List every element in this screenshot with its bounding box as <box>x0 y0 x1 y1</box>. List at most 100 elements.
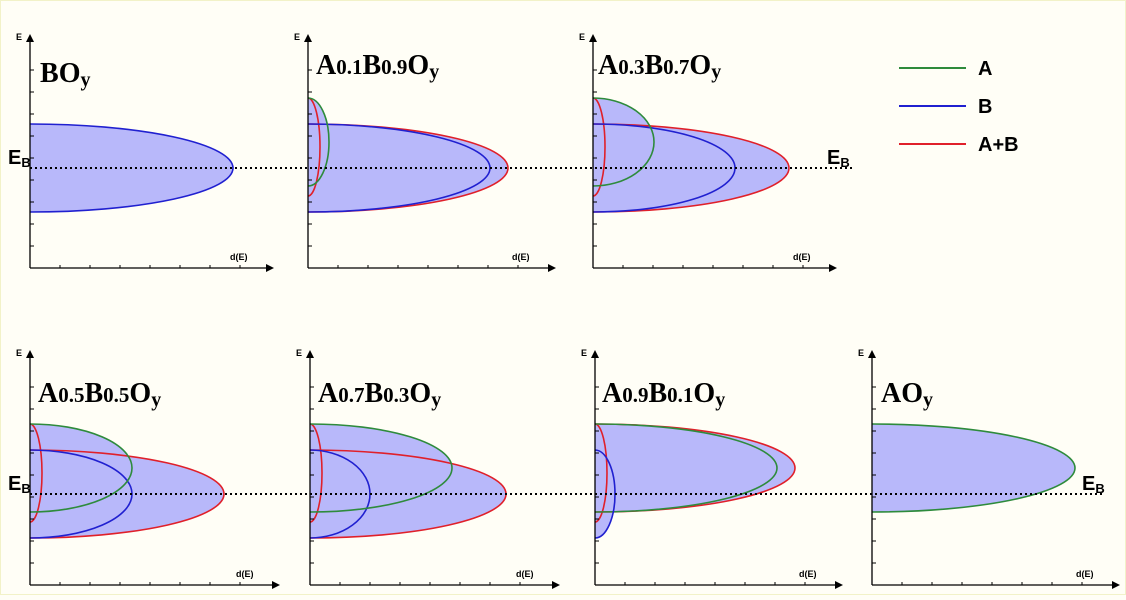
curve-a-plus-b <box>307 123 509 213</box>
dos-fill-region <box>30 424 132 512</box>
panel-5: Ed(E) A0.7B0.3Oy <box>296 348 560 589</box>
x-ticks <box>624 582 806 585</box>
panel-title-segment: B <box>362 50 381 81</box>
panel-title-segment: 0.3 <box>383 383 409 407</box>
y-axis-label: E <box>858 348 864 358</box>
x-ticks <box>339 582 521 585</box>
curve-a-plus-b-bump <box>309 423 323 523</box>
eb-label: EB <box>8 473 31 496</box>
x-ticks <box>901 582 1083 585</box>
y-axis-label: E <box>296 348 302 358</box>
panel-title-segment: O <box>407 50 429 81</box>
eb-label: EB <box>827 147 850 170</box>
panel-title-segment: 0.9 <box>381 55 407 79</box>
panel-title-segment: 0.5 <box>58 383 84 407</box>
legend-label: B <box>978 96 992 118</box>
x-ticks <box>59 582 241 585</box>
curve-b <box>592 123 736 213</box>
curve-a-plus-b <box>29 449 225 539</box>
panel-title-segment: B <box>84 378 103 409</box>
panel-title-segment: O <box>409 378 431 409</box>
panel-title-segment: A <box>316 50 337 81</box>
x-axis-label: d(E) <box>230 252 248 262</box>
panel-6: Ed(E) A0.9B0.1Oy <box>581 348 843 589</box>
y-axis-label: E <box>294 32 300 42</box>
panel-title-segment: A <box>598 50 619 81</box>
x-axis-label: d(E) <box>512 252 530 262</box>
y-axis-label: E <box>16 32 22 42</box>
panel-title-segment: B <box>644 50 663 81</box>
curve-a <box>29 423 133 513</box>
dos-fill-region <box>872 424 1075 512</box>
eb-label-sub: B <box>21 481 30 496</box>
panel-title-segment: y <box>711 61 721 83</box>
curve-a-plus-b-bump <box>29 423 43 523</box>
dos-fill-region <box>308 124 490 212</box>
panel-title-segment: O <box>129 378 151 409</box>
panel-1: Ed(E) BOy <box>16 32 274 272</box>
panel-title-segment: A <box>881 378 902 409</box>
curve-a <box>307 97 330 187</box>
panel-title: A0.9B0.1Oy <box>602 378 725 411</box>
y-axis-label: E <box>16 348 22 358</box>
eb-label: EB <box>8 147 31 170</box>
panel-title-segment: B <box>648 378 667 409</box>
panel-title-segment: A <box>602 378 623 409</box>
panel-title-segment: 0.7 <box>663 55 689 79</box>
panel-title-segment: 0.7 <box>338 383 364 407</box>
panel-7: Ed(E) AOy <box>858 348 1120 589</box>
x-axis-label: d(E) <box>516 569 534 579</box>
eb-label-main: E <box>8 147 21 169</box>
curve-a <box>309 423 453 513</box>
panel-title: A0.1B0.9Oy <box>316 50 439 83</box>
eb-label-main: E <box>1082 473 1095 495</box>
curve-a <box>871 423 1076 513</box>
eb-label-sub: B <box>21 155 30 170</box>
y-ticks <box>310 386 314 564</box>
dos-fill-region <box>595 424 777 512</box>
panel-title-segment: O <box>689 50 711 81</box>
curve-a-plus-b <box>592 123 790 213</box>
legend-item-a: A <box>899 58 992 80</box>
curve-b <box>307 123 491 213</box>
curve-a <box>592 97 655 187</box>
curve-a <box>594 423 778 513</box>
panel-3: Ed(E) A0.3B0.7Oy <box>579 32 837 272</box>
panel-title-segment: y <box>431 389 441 411</box>
panel-title-segment: 0.3 <box>618 55 644 79</box>
panel-4: Ed(E)A0.5B0.5Oy <box>16 348 280 589</box>
legend-item-ab: A+B <box>899 134 1019 156</box>
eb-label: EB <box>1082 473 1105 496</box>
panel-title-segment: y <box>715 389 725 411</box>
curve-a-plus-b-bump <box>592 97 606 197</box>
panels: Ed(E)BOyEd(E)A0.1B0.9OyEd(E)A0.3B0.7OyEd… <box>16 32 1120 589</box>
panel-2: Ed(E) A0.1B0.9Oy <box>294 32 556 272</box>
legend-label: A+B <box>978 134 1019 156</box>
legend-item-b: B <box>899 96 992 118</box>
panel-title-segment: y <box>923 389 933 411</box>
eb-label-sub: B <box>1095 481 1104 496</box>
panel-title-segment: y <box>429 61 439 83</box>
panel-title-segment: O <box>901 378 923 409</box>
y-axis-label: E <box>579 32 585 42</box>
x-ticks <box>337 265 519 268</box>
eb-label-sub: B <box>840 155 849 170</box>
y-ticks <box>595 386 599 564</box>
panel-title: BOy <box>40 58 90 91</box>
y-ticks <box>30 69 34 247</box>
y-axis-label: E <box>581 348 587 358</box>
panel-title: AOy <box>881 378 933 411</box>
curve-a-plus-b <box>594 423 796 513</box>
curve-b <box>29 123 234 213</box>
panel-title-segment: B <box>364 378 383 409</box>
panel-title-segment: 0.9 <box>622 383 648 407</box>
x-axis-label: d(E) <box>236 569 254 579</box>
panel-title: A0.3B0.7Oy <box>598 50 721 83</box>
eb-label-main: E <box>8 473 21 495</box>
dos-fill-region <box>593 98 654 186</box>
panel-title-segment: y <box>151 389 161 411</box>
panel-title-segment: A <box>318 378 339 409</box>
panel-title-segment: 0.5 <box>103 383 129 407</box>
